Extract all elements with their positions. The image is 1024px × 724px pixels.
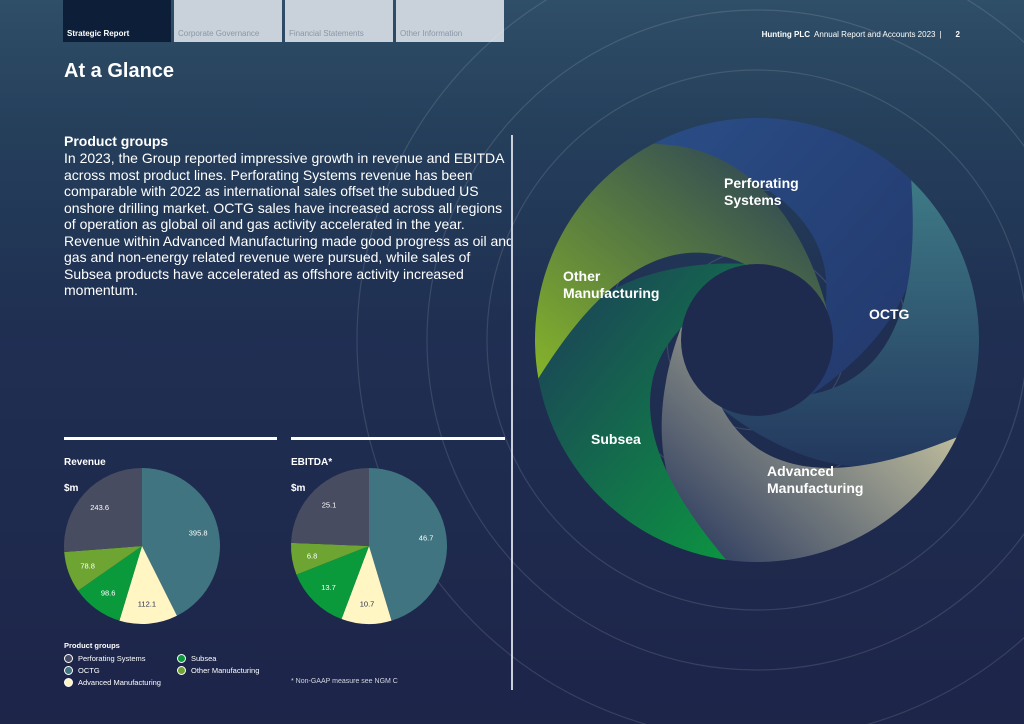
- decorative-ring-4: [426, 9, 1024, 671]
- tab-corporate-governance[interactable]: Corporate Governance: [174, 0, 282, 42]
- decorative-ring-5: [356, 0, 1024, 724]
- swirl-label-octg: OCTG: [869, 306, 910, 322]
- legend-swatch-advanced-manufacturing: [64, 678, 73, 687]
- revenue-label-advanced-manufacturing: 112.1: [138, 600, 156, 609]
- report-header: Hunting PLC Annual Report and Accounts 2…: [762, 30, 960, 39]
- ebitda-slice-subsea: [296, 546, 369, 620]
- ebitda-label-advanced-manufacturing: 10.7: [360, 600, 375, 609]
- revenue-slice-advanced-manufacturing: [119, 546, 177, 624]
- ebitda-slice-advanced-manufacturing: [341, 546, 392, 624]
- legend-item-advanced-manufacturing: Advanced Manufacturing: [64, 678, 161, 687]
- ebitda-title: EBITDA*: [291, 457, 333, 468]
- section-tabs: Strategic Report Corporate Governance Fi…: [63, 0, 504, 42]
- ebitda-label-perforating-systems: 25.1: [322, 500, 337, 509]
- legend-swatch-other-manufacturing: [177, 666, 186, 675]
- swirl-label-perforating-systems-line: Perforating: [724, 175, 799, 191]
- swirl-petal-subsea: [538, 263, 783, 560]
- revenue-label-subsea: 98.6: [101, 589, 116, 598]
- ebitda-label-other-manufacturing: 6.8: [307, 552, 317, 561]
- swirl-petal-octg: [693, 180, 979, 467]
- legend-swatch-octg: [64, 666, 73, 675]
- ebitda-label-subsea: 13.7: [321, 583, 336, 592]
- swirl-label-perforating-systems: Perforating Systems: [724, 175, 799, 208]
- revenue-unit: $m: [64, 483, 79, 494]
- ebitda-slice-other-manufacturing: [291, 542, 369, 575]
- legend-label: Advanced Manufacturing: [78, 678, 161, 687]
- ebitda-pie-chart: 46.7 10.7 13.7 6.8 25.1: [291, 468, 447, 624]
- revenue-slice-perforating-systems: [64, 468, 142, 552]
- legend-item-other-manufacturing: Other Manufacturing: [177, 666, 259, 675]
- revenue-slice-octg: [142, 468, 221, 616]
- swirl-label-perforating-systems-line: Systems: [724, 192, 782, 208]
- product-groups-body: In 2023, the Group reported impressive g…: [64, 150, 514, 298]
- ebitda-chart-title: EBITDA* $m: [291, 443, 332, 495]
- decorative-ring-3: [486, 69, 1024, 611]
- revenue-rule: [64, 437, 277, 440]
- swirl-petal-perforating-systems: [652, 117, 920, 414]
- swirl-petal-advanced-manufacturing: [661, 293, 957, 562]
- legend-item-octg: OCTG: [64, 666, 100, 675]
- swirl-label-other-manufacturing-line: Other: [563, 268, 601, 284]
- legend-label: Other Manufacturing: [191, 666, 260, 675]
- revenue-label-perforating-systems: 243.6: [90, 503, 109, 512]
- revenue-pie-chart: 395.8 112.1 98.6 78.8 243.6: [64, 468, 221, 624]
- product-groups-heading: Product groups: [64, 133, 169, 149]
- revenue-slice-other-manufacturing: [64, 546, 142, 591]
- legend-item-subsea: Subsea: [177, 654, 216, 663]
- revenue-label-octg: 395.8: [189, 529, 208, 538]
- swirl-label-subsea: Subsea: [591, 431, 641, 447]
- ebitda-slice-perforating-systems: [291, 468, 369, 546]
- revenue-chart-title: Revenue $m: [64, 443, 106, 495]
- swirl-petal-other-manufacturing: [535, 143, 833, 379]
- legend-swatch-perforating-systems: [64, 654, 73, 663]
- revenue-title: Revenue: [64, 457, 106, 468]
- product-groups-section: Product groups In 2023, the Group report…: [64, 133, 514, 299]
- tab-financial-statements[interactable]: Financial Statements: [285, 0, 393, 42]
- swirl-labels: Perforating Systems OCTG Advanced Manufact…: [563, 175, 910, 496]
- swirl-petals: [535, 117, 979, 562]
- legend-label: OCTG: [78, 666, 100, 675]
- page-number: 2: [955, 30, 960, 39]
- revenue-slice-subsea: [78, 546, 142, 621]
- report-name: Annual Report and Accounts 2023: [814, 30, 936, 39]
- legend-label: Subsea: [191, 654, 217, 663]
- swirl-label-advanced-manufacturing-line: Manufacturing: [767, 480, 863, 496]
- swirl-label-advanced-manufacturing: Advanced Manufacturing: [767, 463, 863, 496]
- swirl-label-other-manufacturing-line: Manufacturing: [563, 285, 659, 301]
- swirl-label-advanced-manufacturing-line: Advanced: [767, 463, 834, 479]
- column-divider: [511, 135, 513, 690]
- swirl-label-other-manufacturing: Other Manufacturing: [563, 268, 659, 301]
- revenue-label-other-manufacturing: 78.8: [80, 561, 95, 570]
- ebitda-unit: $m: [291, 483, 306, 494]
- page-title: At a Glance: [64, 60, 175, 82]
- ebitda-rule: [291, 437, 505, 440]
- header-separator: |: [939, 30, 942, 39]
- legend-swatch-subsea: [177, 654, 186, 663]
- footnote: * Non-GAAP measure see NGM C: [291, 678, 398, 685]
- tab-strategic-report[interactable]: Strategic Report: [63, 0, 171, 42]
- legend-title: Product groups: [64, 641, 120, 650]
- ebitda-slice-octg: [369, 468, 447, 621]
- swirl-center: [681, 264, 833, 416]
- tab-other-information[interactable]: Other Information: [396, 0, 504, 42]
- company-name: Hunting PLC: [761, 30, 811, 39]
- legend-item-perforating-systems: Perforating Systems: [64, 654, 146, 663]
- ebitda-label-octg: 46.7: [419, 534, 434, 543]
- legend-label: Perforating Systems: [78, 654, 146, 663]
